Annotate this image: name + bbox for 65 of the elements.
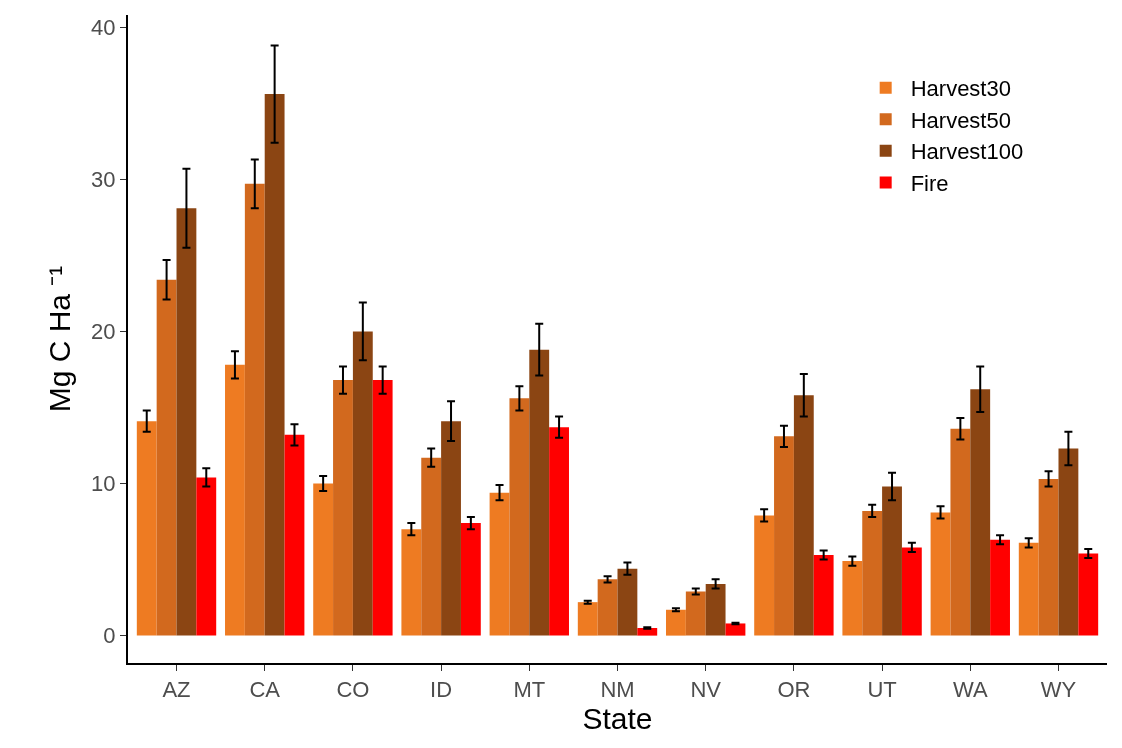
bar (930, 512, 951, 636)
legend-label: Harvest50 (910, 107, 1011, 133)
bar (421, 457, 442, 636)
bar (509, 398, 530, 636)
x-tick-label: NM (600, 677, 635, 703)
bar (136, 421, 157, 636)
bar (970, 389, 991, 636)
bar (882, 486, 902, 636)
bar (597, 579, 618, 636)
bar (549, 427, 569, 636)
bar (176, 208, 197, 636)
bar (950, 428, 971, 636)
bar (156, 279, 177, 636)
x-axis-title: State (582, 702, 653, 736)
x-tick-label: MT (513, 677, 546, 703)
bar (577, 602, 598, 636)
y-tick-label: 20 (91, 319, 116, 345)
bar (685, 591, 706, 636)
x-tick-label: UT (867, 677, 897, 703)
bar (489, 492, 510, 636)
bar (441, 421, 461, 636)
bar (1038, 478, 1059, 636)
bar (264, 94, 285, 636)
bar (401, 529, 422, 636)
x-tick-label: OR (777, 677, 811, 703)
y-tick-label: 10 (91, 471, 116, 497)
bar (862, 510, 883, 636)
bar (352, 331, 373, 636)
bar (313, 483, 334, 636)
y-tick-label: 40 (91, 14, 116, 40)
bar (705, 583, 726, 636)
bar (813, 555, 834, 636)
bar (196, 477, 217, 636)
bar (529, 349, 550, 636)
bar (460, 523, 481, 636)
bar (1058, 448, 1079, 636)
bar (793, 395, 814, 636)
x-tick-label: NV (690, 677, 722, 703)
bar (842, 561, 863, 636)
legend-label: Harvest30 (910, 76, 1011, 102)
legend-label: Harvest100 (910, 139, 1024, 165)
y-axis-title: Mg C Ha ⁻¹ (42, 265, 76, 413)
bar (617, 568, 638, 636)
bar (754, 515, 775, 636)
bar (1018, 542, 1039, 636)
x-tick-label: WY (1040, 677, 1077, 703)
x-tick-label: CA (249, 677, 281, 703)
x-tick-label: WA (952, 677, 988, 703)
bar (725, 623, 746, 636)
x-tick-label: ID (430, 677, 453, 703)
bar (372, 380, 393, 636)
bar (666, 609, 686, 636)
y-tick-label: 30 (91, 166, 116, 192)
bar (901, 547, 922, 636)
bar (225, 364, 245, 636)
bar (333, 380, 353, 636)
x-tick-label: AZ (162, 677, 191, 703)
bar (284, 434, 305, 636)
x-tick-label: CO (336, 677, 370, 703)
bar (244, 183, 265, 636)
bar (1078, 553, 1099, 636)
bar (990, 539, 1010, 636)
y-tick-label: 0 (103, 623, 116, 649)
legend-label: Fire (910, 171, 949, 197)
bar (774, 436, 794, 636)
